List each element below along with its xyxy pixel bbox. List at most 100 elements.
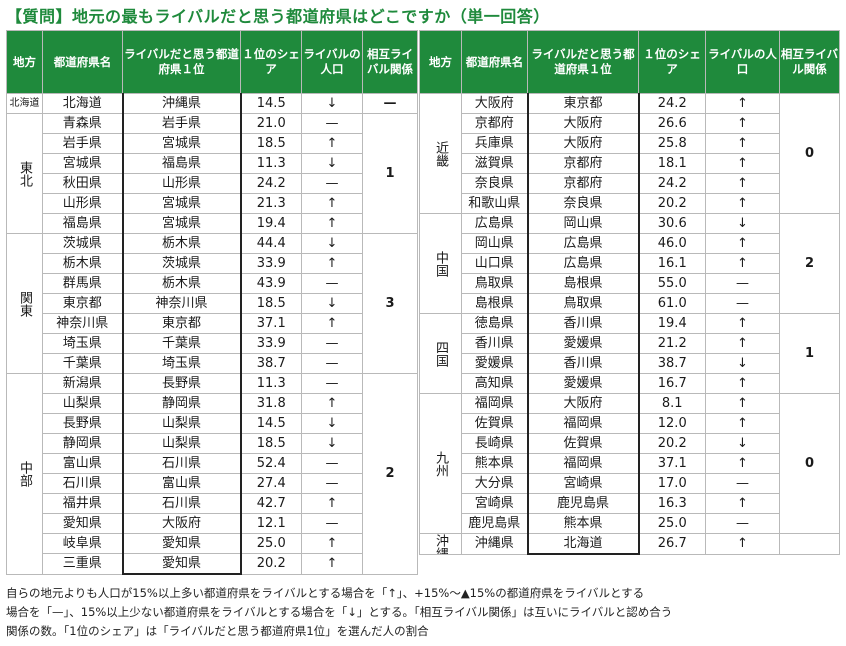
header-share: １位のシェア (240, 30, 302, 94)
prefecture-cell: 茨城県 (42, 233, 123, 254)
mutual-count-cell: 1 (362, 113, 418, 234)
prefecture-cell: 鹿児島県 (461, 513, 528, 534)
table-row: 福島県 宮城県 19.4 ↑ (7, 213, 418, 234)
population-trend-cell: — (301, 453, 363, 474)
population-trend-cell: ↑ (705, 393, 780, 414)
share-cell: 27.4 (240, 473, 302, 494)
table-row: 山梨県 静岡県 31.8 ↑ (7, 393, 418, 414)
header-population: ライバルの人口 (301, 30, 363, 94)
table-row: 秋田県 山形県 24.2— (7, 173, 418, 194)
prefecture-cell: 高知県 (461, 373, 528, 394)
rival-cell: 大阪府 (121, 513, 242, 534)
region-cell: 中国 (419, 213, 462, 314)
prefecture-cell: 長崎県 (461, 433, 528, 454)
population-trend-cell: ↓ (705, 213, 780, 234)
header-region: 地方 (6, 30, 43, 94)
population-trend-cell: — (705, 273, 780, 294)
share-cell: 26.7 (638, 533, 706, 555)
population-trend-cell: ↑ (705, 373, 780, 394)
population-trend-cell: ↑ (301, 213, 363, 234)
population-trend-cell: ↑ (301, 193, 363, 214)
prefecture-cell: 京都府 (461, 113, 528, 134)
population-trend-cell: — (301, 333, 363, 354)
prefecture-cell: 宮崎県 (461, 493, 528, 514)
prefecture-cell: 東京都 (42, 293, 123, 314)
population-trend-cell: ↑ (705, 93, 780, 114)
rival-cell: 奈良県 (526, 193, 640, 214)
table-row: 兵庫県 大阪府 25.8 ↑ (420, 133, 840, 154)
table-row: 岩手県 宮城県 18.5 ↑ (7, 133, 418, 154)
share-cell: 31.8 (240, 393, 302, 414)
prefecture-cell: 秋田県 (42, 173, 123, 194)
share-cell: 42.7 (240, 493, 302, 514)
prefecture-cell: 香川県 (461, 333, 528, 354)
header-region: 地方 (419, 30, 462, 94)
prefecture-cell: 鳥取県 (461, 273, 528, 294)
table-row: 千葉県 埼玉県 38.7— (7, 353, 418, 374)
population-trend-cell: ↑ (705, 413, 780, 434)
share-cell: 30.6 (638, 213, 706, 234)
rival-cell: 愛知県 (121, 533, 242, 554)
prefecture-cell: 奈良県 (461, 173, 528, 194)
table-row: 東北 青森県 岩手県 21.0—1 (6, 113, 418, 234)
population-trend-cell: — (301, 513, 363, 534)
population-trend-cell: ↑ (301, 493, 363, 514)
share-cell: 21.0 (240, 113, 302, 134)
rival-cell: 佐賀県 (526, 433, 640, 454)
header-population: ライバルの人口 (705, 30, 780, 94)
rival-cell: 沖縄県 (121, 93, 242, 114)
prefecture-cell: 福井県 (42, 493, 123, 514)
prefecture-cell: 北海道 (42, 93, 123, 114)
prefecture-cell: 岐阜県 (42, 533, 123, 554)
prefecture-cell: 神奈川県 (42, 313, 123, 334)
rival-cell: 岡山県 (526, 213, 640, 234)
share-cell: 25.8 (638, 133, 706, 154)
prefecture-cell: 熊本県 (461, 453, 528, 474)
rival-cell: 栃木県 (121, 233, 242, 254)
mutual-count-cell: 2 (779, 213, 840, 314)
table-row: 熊本県 福岡県 37.1 ↑ (420, 453, 840, 474)
rival-table-left: 地方 都道府県名 ライバルだと思う都道府県１位 １位のシェア ライバルの人口 相… (6, 30, 418, 575)
rival-cell: 福岡県 (526, 453, 640, 474)
rival-cell: 東京都 (526, 93, 640, 114)
rival-cell: 島根県 (526, 273, 640, 294)
share-cell: 14.5 (240, 93, 302, 114)
share-cell: 38.7 (240, 353, 302, 374)
table-row: 中部 新潟県 長野県 11.3—2 (6, 373, 418, 575)
header-prefecture: 都道府県名 (42, 30, 123, 94)
table-row: 沖縄 沖縄県 北海道 26.7 ↑ (419, 533, 840, 555)
share-cell: 43.9 (240, 273, 302, 294)
population-trend-cell: — (301, 173, 363, 194)
population-trend-cell: — (301, 353, 363, 374)
table-row: 鳥取県 島根県 55.0— (420, 273, 840, 294)
share-cell: 44.4 (240, 233, 302, 254)
region-cell: 東北 (6, 113, 43, 234)
rival-cell: 宮城県 (121, 133, 242, 154)
mutual-count-cell: 3 (362, 233, 418, 374)
table-row: 近畿 大阪府 東京都 24.2 ↑ 0 (419, 93, 840, 214)
rival-cell: 京都府 (526, 173, 640, 194)
table-row: 島根県 鳥取県 61.0— (420, 293, 840, 314)
population-trend-cell: ↑ (301, 533, 363, 554)
share-cell: 33.9 (240, 253, 302, 274)
header-mutual: 相互ライバル関係 (779, 30, 840, 94)
mutual-count-cell: — (362, 93, 418, 114)
population-trend-cell: ↑ (705, 233, 780, 254)
header-rival: ライバルだと思う都道府県１位 (122, 30, 241, 94)
prefecture-cell: 長野県 (42, 413, 123, 434)
share-cell: 17.0 (638, 473, 706, 494)
prefecture-cell: 福岡県 (461, 393, 528, 414)
population-trend-cell: ↑ (301, 553, 363, 575)
population-trend-cell: ↑ (705, 153, 780, 174)
region-cell: 近畿 (419, 93, 462, 214)
population-trend-cell: ↓ (705, 433, 780, 454)
share-cell: 20.2 (638, 193, 706, 214)
rival-cell: 東京都 (121, 313, 242, 334)
region-cell: 北海道 (6, 93, 43, 114)
population-trend-cell: ↑ (705, 533, 780, 555)
population-trend-cell: — (705, 293, 780, 314)
population-trend-cell: ↑ (705, 313, 780, 334)
rival-cell: 大阪府 (526, 393, 640, 414)
share-cell: 20.2 (638, 433, 706, 454)
prefecture-cell: 愛媛県 (461, 353, 528, 374)
